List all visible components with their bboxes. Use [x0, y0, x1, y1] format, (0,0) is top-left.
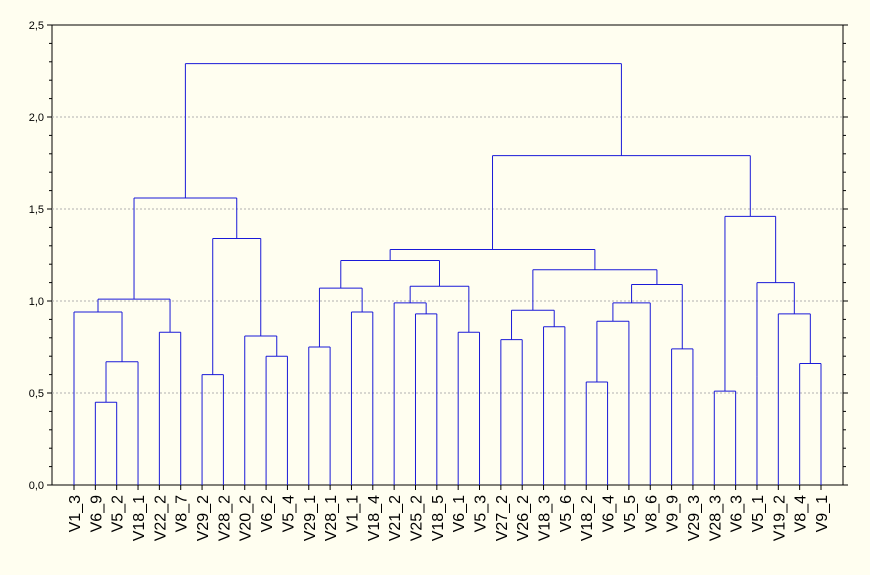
x-tick-label: V8_4: [793, 495, 810, 532]
x-tick-label: V6_1: [451, 495, 468, 532]
x-tick-label: V9_1: [814, 495, 831, 532]
y-tick-label: 1,5: [29, 204, 44, 216]
x-tick-label: V5_5: [622, 495, 639, 532]
x-tick-label: V28_1: [323, 495, 340, 541]
x-tick-label: V1_1: [344, 495, 361, 532]
x-tick-label: V21_2: [387, 495, 404, 541]
x-tick-label: V27_2: [494, 495, 511, 541]
x-tick-label: V5_6: [558, 495, 575, 532]
y-tick-label: 2,0: [29, 112, 44, 124]
x-tick-label: V19_2: [771, 495, 788, 541]
x-tick-label: V6_3: [729, 495, 746, 532]
x-tick-label: V29_1: [302, 495, 319, 541]
x-tick-label: V6_4: [601, 495, 618, 532]
x-tick-label: V25_2: [408, 495, 425, 541]
x-tick-label: V6_9: [88, 495, 105, 532]
x-tick-label: V18_4: [366, 495, 383, 541]
x-tick-label: V18_1: [131, 495, 148, 541]
dendrogram-links: [73, 63, 822, 485]
plot-frame: [51, 24, 844, 486]
x-tick-label: V9_9: [665, 495, 682, 532]
x-tick-label: V8_7: [174, 495, 191, 532]
grid-lines: [52, 116, 843, 394]
y-tick-label: 1,0: [29, 296, 44, 308]
x-axis: V1_3 V6_9 V5_2 V18_1 V22_2 V8_7 V29_2 V28_2 V20_…: [67, 485, 831, 541]
x-tick-label: V5_3: [473, 495, 490, 532]
x-tick-label: V26_2: [515, 495, 532, 541]
x-tick-label: V22_2: [152, 495, 169, 541]
y-tick-label: 0,5: [29, 388, 44, 400]
y-tick-label: 0,0: [29, 480, 44, 492]
x-tick-label: V5_4: [280, 495, 297, 532]
x-tick-label: V18_5: [430, 495, 447, 541]
x-tick-label: V18_3: [537, 495, 554, 541]
x-tick-label: V18_2: [579, 495, 596, 541]
x-tick-label: V5_1: [750, 495, 767, 532]
x-tick-label: V20_2: [238, 495, 255, 541]
x-tick-label: V6_2: [259, 495, 276, 532]
x-tick-label: V5_2: [110, 495, 127, 532]
x-tick-label: V29_2: [195, 495, 212, 541]
y-axis: 0,0 0,5 1,0 1,5 2,0 2,5: [29, 20, 848, 492]
x-tick-label: V8_6: [643, 495, 660, 532]
y-tick-label: 2,5: [29, 20, 44, 32]
x-tick-label: V28_3: [707, 495, 724, 541]
x-tick-label: V28_2: [216, 495, 233, 541]
x-tick-label: V29_3: [686, 495, 703, 541]
x-tick-label: V1_3: [67, 495, 84, 532]
